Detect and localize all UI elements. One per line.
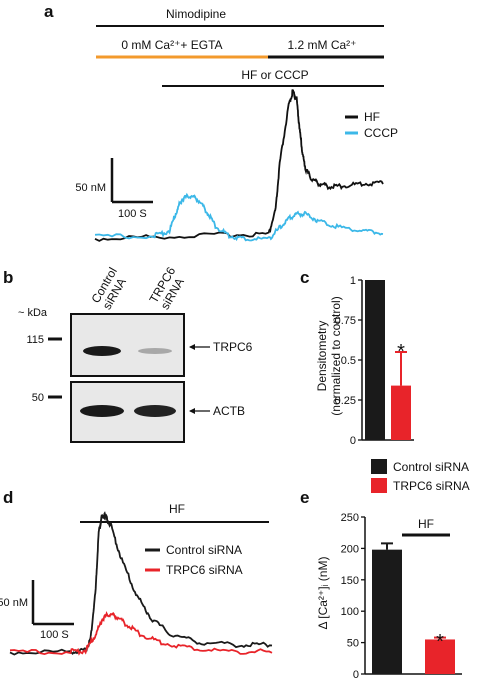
ca-label: 1.2 mM Ca²⁺ [287,38,356,52]
trace-trpc6 [9,610,273,656]
band-trpc6-knockdown [138,348,172,354]
legend-label-control: Control siRNA [393,460,469,474]
arrow-actb-head [189,408,195,414]
panel-c-letter: c [300,268,309,287]
band-label-trpc6: TRPC6 [213,340,253,354]
scale-x-label-d: 100 S [40,629,69,641]
significance-star-c: * [397,341,405,363]
band-actb-knockdown [134,405,176,417]
nimodipine-label: Nimodipine [166,7,226,21]
e-ylabel: Δ [Ca²⁺]ᵢ (nM) [316,557,330,630]
significance-star-e: * [436,631,444,653]
legend-label-hf: HF [364,110,380,124]
panel-a-letter: a [44,2,54,21]
trace-cccp [94,192,384,242]
y-tick-label: 0 [353,669,359,681]
y-tick-label: 100 [341,606,359,618]
panel-d-letter: d [3,488,13,507]
legend-swatch-trpc6 [371,478,387,493]
band-label-actb: ACTB [213,404,245,418]
y-tick-label: 0.5 [341,355,356,367]
y-tick-label: 0.75 [335,315,356,327]
bar-trpc6 [425,639,455,674]
legend-label-cccp: CCCP [364,126,398,140]
y-tick-label: 0.25 [335,395,356,407]
panel-e-letter: e [300,488,309,507]
traces-panel-a [94,89,384,242]
bar-control [365,280,385,440]
scale-x-label-a: 100 S [118,208,147,220]
band-trpc6-control [83,346,121,356]
bar-control [372,549,402,674]
hf-label-d: HF [169,502,185,516]
blot-trpc6 [70,313,185,377]
c-ylabel-line2: (normalized to control) [329,296,343,415]
y-tick-label: 1 [350,275,356,287]
scale-y-label-a: 50 nM [75,182,106,194]
kda-label: ~ kDa [18,307,48,319]
egta-label: 0 mM Ca²⁺+ EGTA [121,38,222,52]
hf-cccp-label: HF or CCCP [241,68,308,82]
legend-label-control-d: Control siRNA [166,543,242,557]
legend-label-trpc6: TRPC6 siRNA [393,479,470,493]
traces-panel-d [9,511,273,656]
y-tick-label: 150 [341,575,359,587]
legend-label-trpc6-d: TRPC6 siRNA [166,563,243,577]
c-ylabel-line1: Densitometry [315,321,329,392]
chart-panel-e: 0 50 100 150 200 250 HF * [341,512,462,681]
scale-y-label-d: 50 nM [0,597,28,609]
arrow-trpc6-head [189,344,195,350]
marker-115: 115 [26,334,44,346]
band-actb-control [80,405,124,417]
y-tick-label: 250 [341,512,359,524]
legend-swatch-control [371,459,387,474]
panel-b-letter: b [3,268,13,287]
trace-hf [94,89,384,242]
y-tick-label: 50 [347,638,359,650]
chart-panel-c: 0 0.25 0.5 0.75 1 * [335,275,414,447]
hf-label-e: HF [418,517,434,531]
y-tick-label: 0 [350,435,356,447]
marker-50: 50 [32,392,44,404]
bar-trpc6 [391,385,411,440]
y-tick-label: 200 [341,543,359,555]
